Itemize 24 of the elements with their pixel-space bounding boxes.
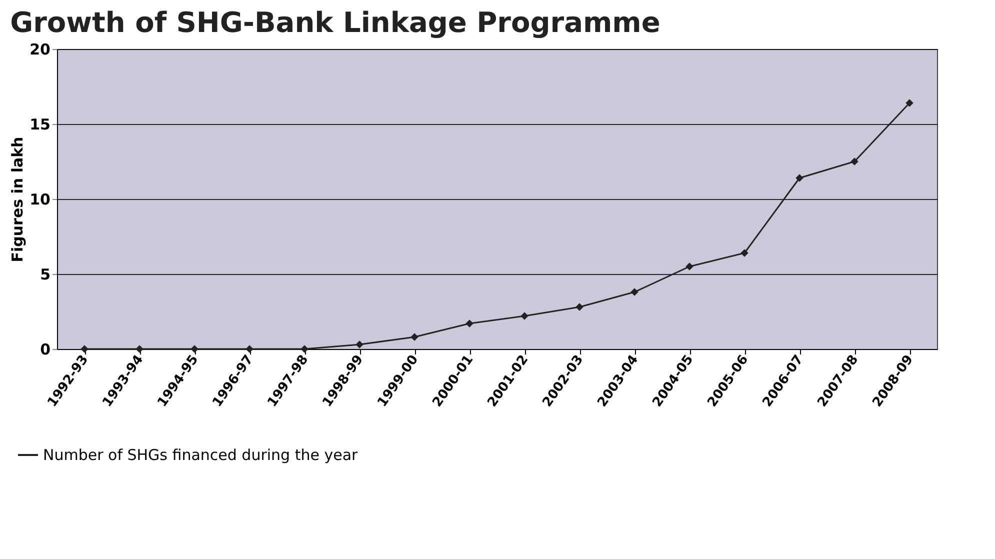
y-tick-label: 0 xyxy=(40,340,50,358)
point xyxy=(740,249,748,257)
chart-title: Growth of SHG-Bank Linkage Programme xyxy=(10,6,660,39)
point xyxy=(906,99,914,107)
legend-label: Number of SHGs financed during the year xyxy=(43,446,359,464)
point xyxy=(796,174,804,182)
point xyxy=(686,262,694,270)
y-tick-label: 20 xyxy=(30,40,50,58)
y-axis-title: Figures in lakh xyxy=(8,136,27,262)
point xyxy=(356,340,364,348)
point xyxy=(190,345,198,353)
point xyxy=(630,288,638,296)
point xyxy=(136,345,144,353)
point xyxy=(246,345,254,353)
point xyxy=(410,333,418,341)
point xyxy=(466,320,474,328)
point xyxy=(300,345,308,353)
y-tick-label: 10 xyxy=(30,190,50,208)
y-tick-label: 5 xyxy=(40,266,50,284)
point xyxy=(80,345,88,353)
point xyxy=(576,303,584,311)
y-tick-label: 15 xyxy=(30,116,50,134)
point xyxy=(520,312,528,320)
point xyxy=(850,158,858,166)
